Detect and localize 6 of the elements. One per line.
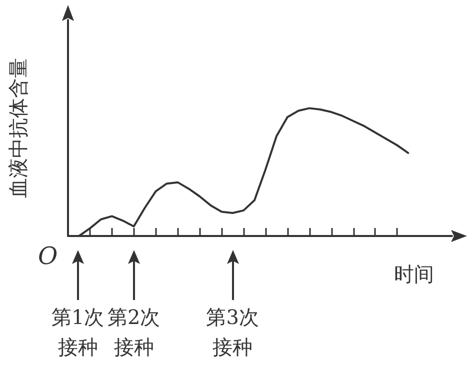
text: 第2次接种 [107,305,160,359]
text: 第3次接种 [205,304,260,361]
y-axis-title: 血液中抗体含量 [6,58,30,198]
text: 第1次接种 [51,305,104,359]
x-axis-title: 时间 [394,262,434,286]
text: O [38,242,58,270]
